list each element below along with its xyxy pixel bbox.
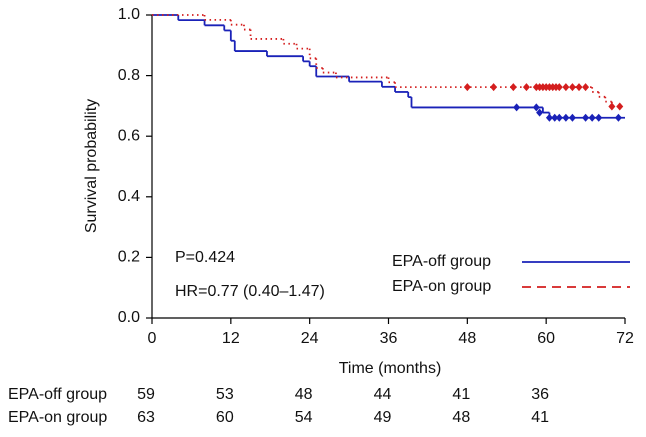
risk-count: 36	[531, 386, 549, 403]
censor-mark	[582, 113, 590, 122]
annotation: P=0.424	[175, 249, 235, 266]
x-tick-label: 60	[537, 330, 555, 347]
x-tick-label: 0	[148, 330, 157, 347]
censor-mark	[463, 83, 471, 92]
risk-count: 44	[374, 386, 392, 403]
legend-label: EPA-off group	[392, 253, 491, 270]
censor-mark	[555, 83, 563, 92]
censor-mark	[562, 83, 570, 92]
risk-count: 48	[295, 386, 313, 403]
x-tick-label: 72	[616, 330, 634, 347]
risk-row-label: EPA-on group	[8, 409, 107, 426]
x-tick-label: 24	[301, 330, 319, 347]
annotation: HR=0.77 (0.40–1.47)	[175, 283, 325, 300]
y-tick-label: 0.8	[118, 67, 140, 84]
censor-mark	[536, 108, 544, 117]
x-axis-title: Time (months)	[339, 360, 442, 377]
risk-count: 60	[216, 409, 234, 426]
censor-mark	[616, 102, 624, 111]
risk-count: 53	[216, 386, 234, 403]
y-tick-label: 1.0	[118, 6, 140, 23]
censor-mark	[568, 83, 576, 92]
risk-count: 63	[137, 409, 155, 426]
censor-mark	[513, 103, 521, 112]
legend-label: EPA-on group	[392, 278, 491, 295]
risk-count: 41	[531, 409, 549, 426]
censor-mark	[551, 113, 559, 122]
risk-count: 48	[452, 409, 470, 426]
x-tick-label: 12	[222, 330, 240, 347]
censor-mark	[545, 113, 553, 122]
censor-mark	[490, 83, 498, 92]
risk-count: 54	[295, 409, 313, 426]
censor-mark	[588, 113, 596, 122]
censor-mark	[614, 113, 622, 122]
y-tick-label: 0.2	[118, 249, 140, 266]
risk-row-label: EPA-off group	[8, 386, 107, 403]
x-tick-label: 48	[458, 330, 476, 347]
censor-mark	[522, 83, 530, 92]
censor-mark	[562, 113, 570, 122]
y-axis-title: Survival probability	[83, 99, 100, 233]
censor-mark	[582, 83, 590, 92]
censor-mark	[608, 102, 616, 111]
y-tick-label: 0.0	[118, 309, 140, 326]
risk-count: 59	[137, 386, 155, 403]
y-tick-label: 0.4	[118, 188, 140, 205]
censor-mark	[575, 83, 583, 92]
censor-mark	[595, 113, 603, 122]
risk-count: 41	[452, 386, 470, 403]
censor-mark	[509, 83, 517, 92]
risk-count: 49	[374, 409, 392, 426]
censor-mark	[532, 103, 540, 112]
censor-mark	[568, 113, 576, 122]
x-tick-label: 36	[380, 330, 398, 347]
censor-mark	[555, 113, 563, 122]
y-tick-label: 0.6	[118, 127, 140, 144]
